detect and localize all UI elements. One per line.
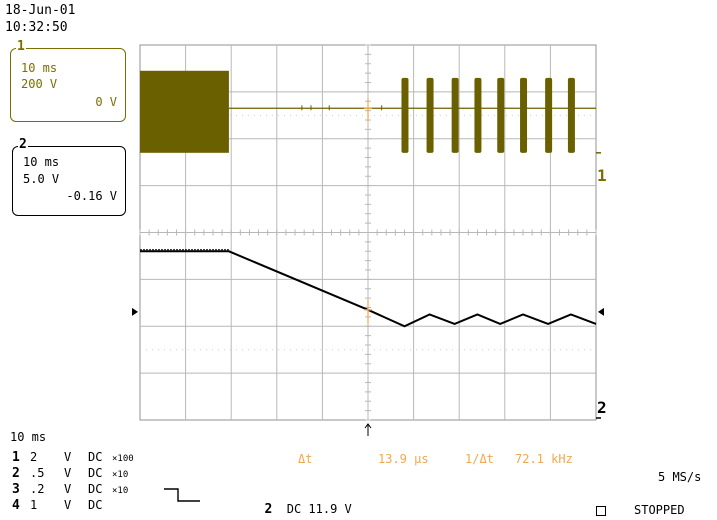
channel1-pulse bbox=[474, 77, 482, 153]
channel-volts: .2 bbox=[30, 482, 45, 496]
status-indicator bbox=[596, 503, 606, 517]
channel2-offset: -0.16 V bbox=[66, 189, 117, 203]
channel1-box-number: 1 bbox=[16, 39, 26, 54]
timebase-label: 10 ms bbox=[10, 430, 47, 444]
channel1-burst bbox=[140, 70, 229, 153]
channel1-volt-div: 200 V bbox=[21, 77, 58, 91]
channel1-offset: 0 V bbox=[95, 95, 117, 109]
trigger-channel: 2 bbox=[264, 502, 273, 517]
delta-t-label: Δt bbox=[298, 452, 313, 466]
channel-setting-row: 3 .2 V DC ×10 bbox=[12, 482, 142, 497]
screen-markers bbox=[132, 98, 604, 436]
channel2-line bbox=[140, 250, 597, 328]
channel-coupling: DC bbox=[88, 482, 103, 496]
channel-number: 3 bbox=[12, 482, 20, 497]
channel2-trace bbox=[140, 249, 597, 328]
trigger-level-left-icon bbox=[132, 307, 138, 316]
channel-unit: V bbox=[64, 450, 72, 464]
trigger-level-right-icon bbox=[598, 307, 604, 316]
inverse-delta-t-label: 1/Δt bbox=[465, 452, 494, 466]
channel-setting-row: 4 1 V DC bbox=[12, 498, 142, 513]
status-square-icon bbox=[596, 505, 606, 516]
channel-unit: V bbox=[64, 482, 72, 496]
channel-coupling: DC bbox=[88, 450, 103, 464]
time-label: 10:32:50 bbox=[5, 20, 68, 35]
channel2-time-div: 10 ms bbox=[23, 155, 60, 169]
channel-volts: 1 bbox=[30, 498, 38, 512]
channel-probe: ×100 bbox=[112, 454, 134, 464]
channel1-time-div: 10 ms bbox=[21, 61, 58, 75]
frequency-value: 72.1 kHz bbox=[515, 452, 573, 466]
channel-unit: V bbox=[64, 466, 72, 480]
channel-number: 1 bbox=[12, 450, 20, 465]
trigger-slope-icon bbox=[164, 488, 200, 502]
channel1-pulse bbox=[451, 77, 459, 153]
trigger-info: 2 DC 11.9 V bbox=[250, 488, 352, 517]
channel-volts: 2 bbox=[30, 450, 38, 464]
channel-unit: V bbox=[64, 498, 72, 512]
channel2-info-box: 2 10 ms 5.0 V -0.16 V bbox=[12, 137, 126, 216]
channel-volts: .5 bbox=[30, 466, 45, 480]
sample-rate: 5 MS/s bbox=[658, 470, 702, 484]
trigger-position-arrowhead bbox=[364, 423, 372, 429]
channel-setting-row: 1 2 V DC ×100 bbox=[12, 450, 142, 465]
channel1-pulse bbox=[497, 77, 505, 153]
channel-probe: ×10 bbox=[112, 470, 129, 480]
channel1-pulse bbox=[567, 77, 575, 153]
trigger-level: 11.9 V bbox=[308, 502, 352, 516]
channel2-volt-div: 5.0 V bbox=[23, 172, 60, 186]
date-label: 18-Jun-01 bbox=[5, 3, 76, 18]
channel1-trace-label: 1 bbox=[597, 166, 607, 185]
channel-number: 2 bbox=[12, 466, 20, 481]
status-text: STOPPED bbox=[634, 503, 685, 517]
channel1-pulse bbox=[401, 77, 409, 153]
channel1-pulse bbox=[545, 77, 553, 153]
channel-setting-row: 2 .5 V DC ×10 bbox=[12, 466, 142, 481]
channel-probe: ×10 bbox=[112, 486, 129, 496]
channel1-trace bbox=[140, 70, 596, 153]
channel-coupling: DC bbox=[88, 498, 103, 512]
channel2-trace-label: 2 bbox=[597, 398, 607, 417]
channel-number: 4 bbox=[12, 498, 20, 513]
trigger-coupling: DC bbox=[286, 502, 302, 516]
channel1-info-box: 1 10 ms 200 V 0 V bbox=[10, 39, 126, 122]
channel-coupling: DC bbox=[88, 466, 103, 480]
channel1-pulse bbox=[426, 77, 434, 153]
channel2-box-number: 2 bbox=[18, 137, 28, 152]
delta-t-value: 13.9 μs bbox=[378, 452, 429, 466]
channel1-pulse bbox=[520, 77, 528, 153]
